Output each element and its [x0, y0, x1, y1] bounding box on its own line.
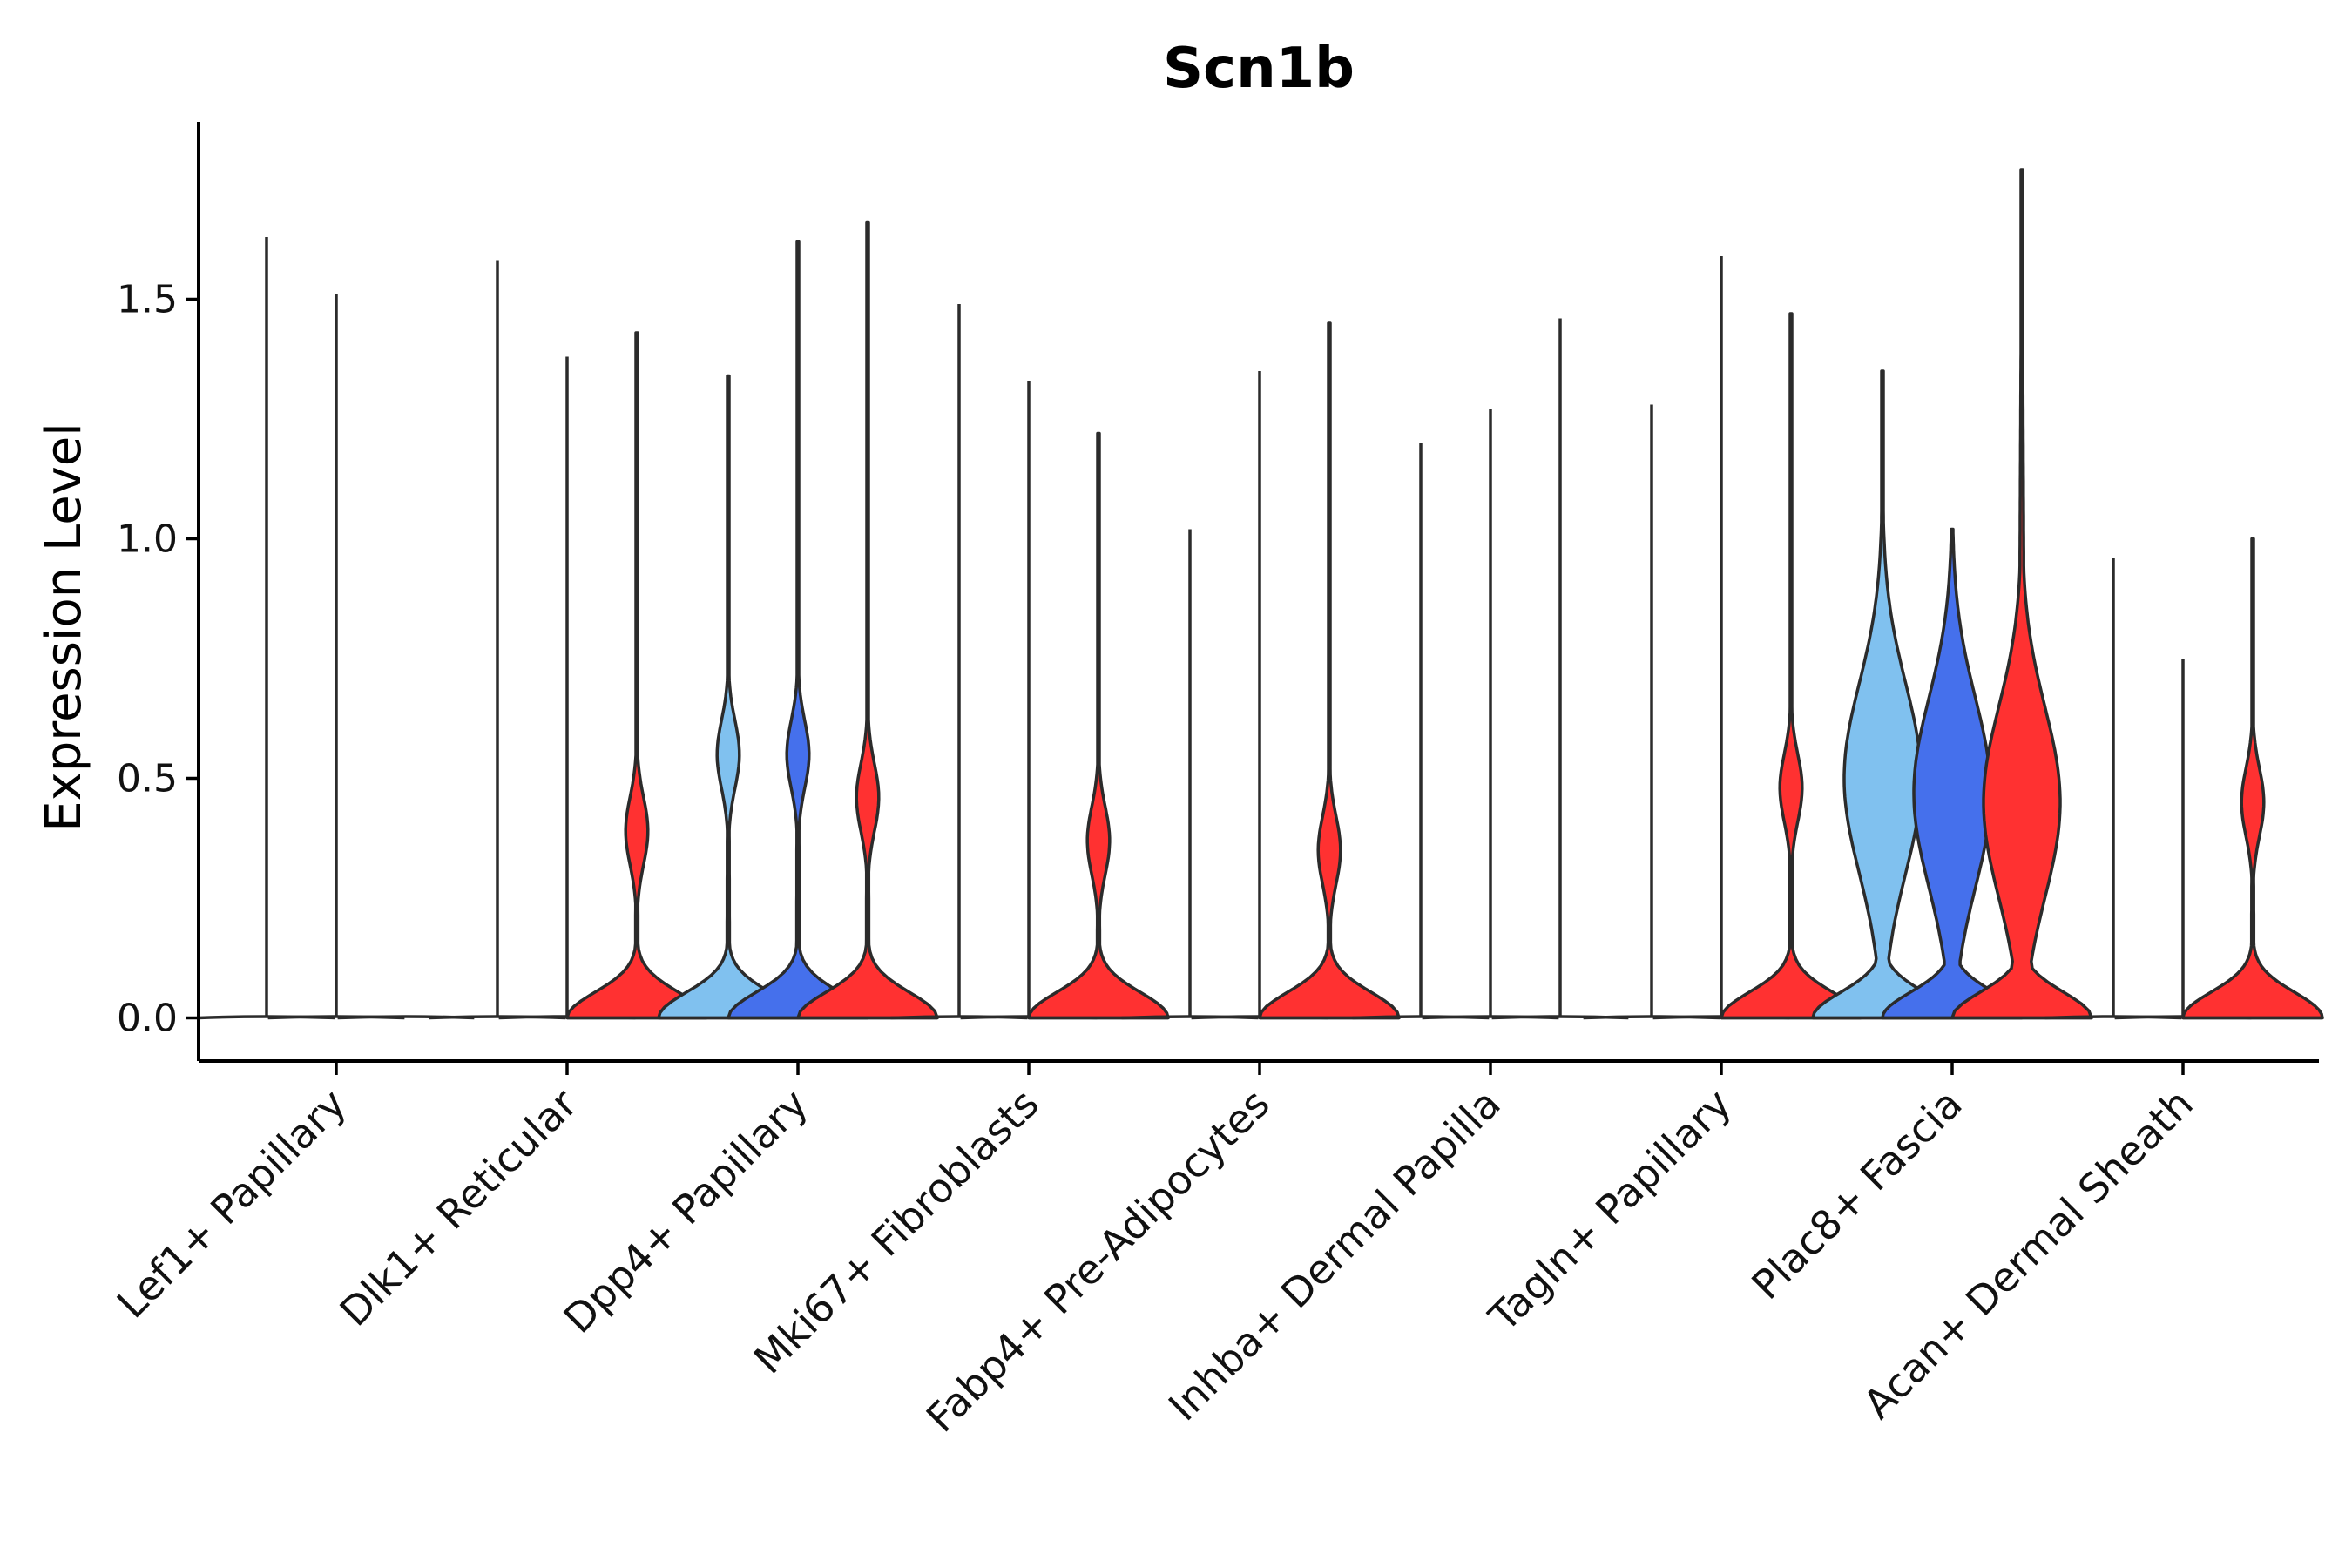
violin-tagln-papillary-group3 — [1720, 312, 1862, 1020]
violin-inhba-dermal-papilla-group1 — [1352, 443, 1490, 1020]
y-tick-label: 0.0 — [117, 997, 178, 1041]
violin-lef1-papillary-group1 — [198, 237, 335, 1020]
violin-dpp4-papillary-group1 — [657, 374, 800, 1020]
x-tick-label-plac8-fascia: Plac8+ Fascia — [1742, 1080, 1970, 1308]
x-tick-label-tagln-papillary: Tagln+ Papillary — [1479, 1080, 1740, 1342]
violin-dlk1-reticular-group2 — [498, 356, 636, 1020]
y-tick-label: 0.5 — [117, 757, 178, 801]
violin-plac8-fascia-group2 — [1881, 527, 2024, 1020]
violin-fabp4-pre-adipocytes-group3 — [1258, 321, 1401, 1020]
violin-inhba-dermal-papilla-group2 — [1422, 409, 1559, 1020]
violin-inhba-dermal-papilla-group3 — [1491, 318, 1629, 1020]
violin-acan-dermal-sheath-group1 — [2044, 558, 2182, 1020]
violin-dlk1-reticular-group3 — [565, 331, 708, 1020]
violin-tagln-papillary-group1 — [1583, 404, 1720, 1020]
y-axis-ticks: 0.0 0.5 1.0 1.5 — [117, 278, 199, 1041]
y-axis-label: Expression Level — [36, 422, 92, 832]
violin-dlk1-reticular-group1 — [429, 260, 566, 1020]
x-tick-label-dpp4-papillary: Dpp4+ Papillary — [555, 1080, 817, 1342]
violin-mki67-fibroblasts-group3 — [1027, 431, 1170, 1020]
violin-acan-dermal-sheath-group3 — [2181, 537, 2324, 1020]
violin-acan-dermal-sheath-group2 — [2114, 659, 2252, 1020]
violin-tagln-papillary-group2 — [1652, 256, 1790, 1020]
x-tick-label-lef1-papillary: Lef1+ Papillary — [108, 1080, 355, 1328]
y-tick-label: 1.5 — [117, 278, 178, 322]
violin-mki67-fibroblasts-group1 — [890, 304, 1028, 1020]
chart-title: Scn1b — [1163, 37, 1355, 101]
x-tick-label-dlk1-reticular: Dlk1+ Reticular — [331, 1080, 586, 1335]
violin-dpp4-papillary-group3 — [796, 220, 939, 1020]
violin-fabp4-pre-adipocytes-group2 — [1191, 371, 1328, 1020]
violin-lef1-papillary-group2 — [267, 294, 405, 1020]
violin-mki67-fibroblasts-group2 — [960, 381, 1098, 1020]
violin-layer — [198, 168, 2324, 1020]
violin-dpp4-papillary-group2 — [727, 240, 869, 1020]
violin-fabp4-pre-adipocytes-group1 — [1121, 529, 1259, 1020]
violin-plac8-fascia-group3 — [1950, 168, 2093, 1020]
y-tick-label: 1.0 — [117, 517, 178, 562]
